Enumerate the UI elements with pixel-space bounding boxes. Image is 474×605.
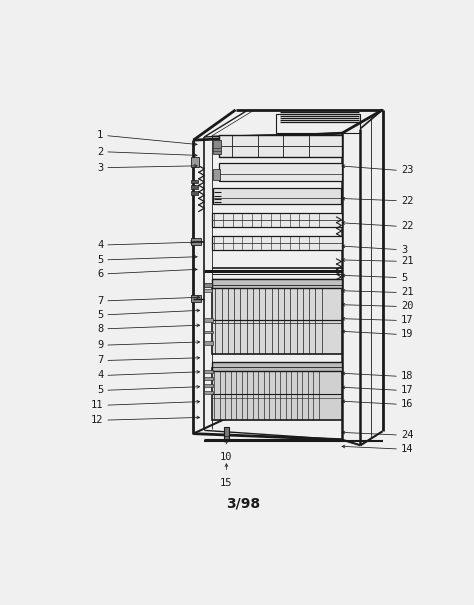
Text: 17: 17	[401, 315, 413, 325]
Text: 21: 21	[401, 257, 413, 266]
Bar	[224, 427, 229, 440]
Bar	[204, 384, 213, 387]
Bar	[212, 235, 342, 250]
Text: 6: 6	[97, 269, 103, 279]
Text: 3: 3	[401, 244, 407, 255]
Text: 4: 4	[97, 240, 103, 250]
Bar	[212, 280, 342, 288]
Bar	[212, 214, 342, 227]
Bar	[191, 191, 198, 195]
Bar	[212, 362, 342, 371]
Bar	[219, 135, 342, 157]
Bar	[204, 391, 213, 394]
Bar	[204, 283, 212, 287]
Bar	[191, 295, 201, 302]
Text: 15: 15	[220, 478, 233, 488]
Text: 7: 7	[97, 296, 103, 306]
Text: 19: 19	[401, 329, 413, 339]
Bar	[191, 185, 198, 189]
Text: 14: 14	[401, 444, 413, 454]
Text: 1: 1	[97, 131, 103, 140]
Text: 10: 10	[220, 453, 233, 462]
Text: 16: 16	[401, 399, 413, 410]
Bar	[204, 318, 213, 322]
Bar	[212, 286, 342, 355]
Text: 5: 5	[97, 310, 103, 320]
Text: 5: 5	[97, 385, 103, 395]
Text: 8: 8	[97, 324, 103, 334]
Text: 4: 4	[97, 370, 103, 381]
Text: 3/98: 3/98	[226, 497, 260, 511]
Text: 24: 24	[401, 430, 413, 440]
Text: 7: 7	[97, 356, 103, 365]
Text: 22: 22	[401, 195, 413, 206]
Bar	[191, 180, 198, 183]
Text: 23: 23	[401, 165, 413, 175]
Bar	[204, 377, 213, 380]
Bar	[276, 114, 360, 133]
Text: 5: 5	[97, 255, 103, 265]
Bar	[204, 341, 213, 345]
Text: 22: 22	[401, 221, 413, 231]
Bar	[213, 188, 341, 204]
Bar	[204, 331, 213, 333]
Bar	[219, 163, 342, 181]
Bar	[204, 289, 212, 292]
Bar	[204, 370, 213, 373]
Text: 18: 18	[401, 371, 413, 381]
Bar	[212, 368, 342, 420]
Text: 12: 12	[91, 415, 103, 425]
Text: 11: 11	[91, 401, 103, 410]
Bar	[191, 238, 201, 245]
Text: 9: 9	[97, 340, 103, 350]
Bar	[191, 157, 199, 167]
Bar	[213, 169, 220, 180]
Text: 21: 21	[401, 287, 413, 298]
Bar	[213, 140, 221, 154]
Text: 3: 3	[97, 163, 103, 172]
Text: 20: 20	[401, 301, 413, 312]
Text: 17: 17	[401, 385, 413, 395]
Text: 2: 2	[97, 147, 103, 157]
Text: 5: 5	[401, 273, 407, 283]
